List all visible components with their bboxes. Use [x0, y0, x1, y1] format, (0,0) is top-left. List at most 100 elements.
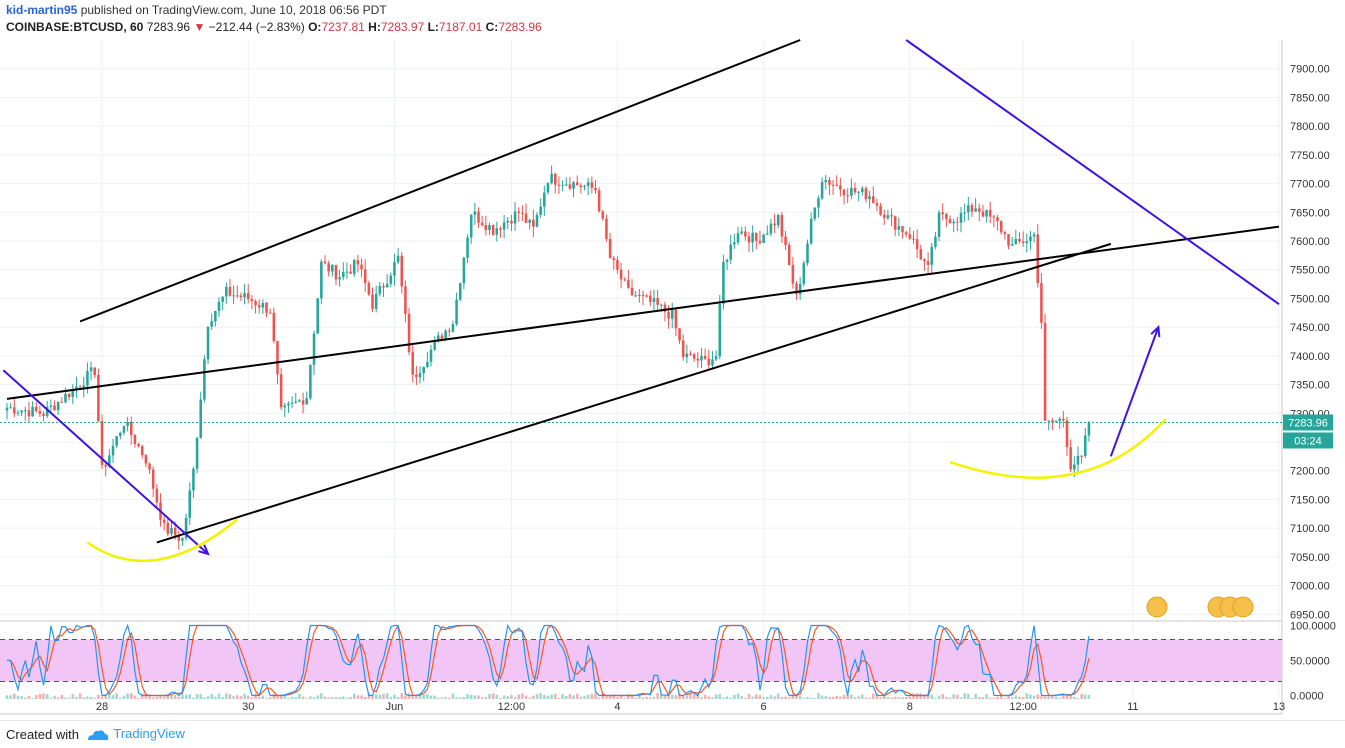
candle-body [225, 286, 228, 297]
close-label: C: [485, 20, 499, 34]
candle-body [195, 437, 199, 469]
volume-bar [879, 697, 882, 699]
candle-body [162, 519, 166, 523]
volume-bar [1043, 696, 1047, 699]
price-change: −212.44 (−2.83%) [208, 20, 305, 34]
event-flag-icon[interactable] [1146, 596, 1168, 618]
volume-bar [466, 694, 469, 699]
candle-body [71, 388, 75, 398]
candle-body [861, 188, 864, 192]
volume-bar [974, 693, 977, 699]
candle-body [89, 367, 93, 372]
volume-bar [1065, 694, 1069, 699]
projection-arrow[interactable] [1109, 326, 1160, 457]
volume-bar [864, 697, 868, 699]
volume-bar [166, 693, 170, 699]
candle-body [64, 393, 67, 403]
candle-body [27, 410, 31, 417]
time-axis[interactable]: 28 30 Jun 12:00 4 6 8 12:00 11 13 [96, 701, 1285, 713]
bottom-arc-right[interactable] [949, 418, 1167, 479]
volume-bar [38, 693, 42, 699]
candle-body [378, 286, 382, 294]
publisher-username[interactable]: kid-martin95 [6, 3, 78, 17]
candle-body [678, 328, 681, 341]
candle-body [634, 295, 637, 297]
candle-body [488, 225, 491, 231]
candle-body [930, 246, 934, 265]
volume-bar [104, 693, 107, 699]
bottom-arc-left[interactable] [86, 518, 239, 563]
channel-upper-line[interactable] [79, 39, 801, 323]
time-tick-label: 12:00 [498, 701, 526, 713]
symbol-label[interactable]: COINBASE:BTCUSD, 60 [6, 20, 144, 34]
volume-bar [378, 694, 382, 699]
candle-body [100, 421, 104, 465]
candle-body [148, 463, 151, 470]
candle-body [133, 435, 137, 444]
volume-bar [484, 697, 488, 699]
chart-canvas[interactable]: 7900.00 7850.00 7800.00 7750.00 7700.00 7650.… [0, 0, 1345, 720]
current-price-label: 7283.96 [1288, 417, 1328, 429]
volume-bar [411, 696, 415, 699]
candle-body [758, 240, 762, 244]
time-tick-label: 8 [907, 701, 913, 713]
volume-bar [495, 694, 499, 699]
volume-bar [773, 696, 776, 699]
candle-body [963, 212, 966, 214]
down-trendline-left[interactable] [2, 369, 209, 555]
volume-bar [5, 695, 9, 699]
volume-bar [1021, 697, 1025, 699]
volume-bar [404, 695, 407, 699]
volume-bar [469, 694, 473, 699]
candle-body [967, 205, 970, 213]
volume-bar [765, 696, 769, 699]
candle-body [111, 445, 115, 456]
volume-bar [34, 695, 38, 699]
volume-bar [893, 696, 897, 699]
candle-body [641, 295, 645, 297]
oscillator-axis[interactable]: 100.0000 50.0000 0.0000 [1290, 621, 1336, 703]
volume-bar [447, 697, 451, 699]
candle-body [912, 238, 915, 240]
candle-body [341, 272, 345, 278]
volume-bar [64, 697, 67, 699]
tradingview-link[interactable]: TradingView [86, 726, 185, 741]
candle-body [9, 407, 12, 409]
candle-body [86, 371, 89, 386]
candle-body [360, 264, 363, 270]
volume-bar [257, 696, 261, 699]
candle-body [988, 209, 992, 217]
volume-bar [758, 695, 762, 699]
candle-body [985, 209, 988, 217]
candle-body [831, 184, 835, 186]
price-tick-label: 7100.00 [1290, 523, 1330, 535]
channel-lower-line[interactable] [156, 242, 1112, 544]
volume-bar [323, 696, 327, 699]
candle-body [484, 225, 488, 231]
volume-bar [524, 695, 528, 699]
event-flag-icon[interactable] [1232, 596, 1254, 618]
publisher-line: kid-martin95 published on TradingView.co… [6, 3, 387, 17]
candle-body [553, 173, 557, 185]
chart-header: kid-martin95 published on TradingView.co… [0, 0, 1345, 40]
candle-body [524, 213, 528, 223]
price-axis[interactable]: 7900.00 7850.00 7800.00 7750.00 7700.00 7650.… [1290, 64, 1330, 622]
candle-body [279, 374, 283, 408]
candle-body [638, 295, 641, 297]
candle-body [513, 211, 517, 224]
volume-bar [601, 693, 605, 699]
candle-body [1018, 238, 1021, 242]
candle-body [842, 189, 846, 196]
volume-bar [817, 693, 820, 699]
candle-body [733, 242, 736, 245]
wedge-trendline[interactable] [6, 225, 1280, 400]
candle-body [689, 353, 692, 355]
candle-body [323, 261, 327, 264]
down-trendline-right[interactable] [905, 39, 1280, 305]
candle-body [857, 191, 860, 193]
candle-body [612, 258, 616, 260]
volume-bar [612, 694, 616, 699]
volume-bar [985, 694, 988, 699]
candle-body [798, 283, 802, 295]
candle-body [521, 212, 524, 214]
